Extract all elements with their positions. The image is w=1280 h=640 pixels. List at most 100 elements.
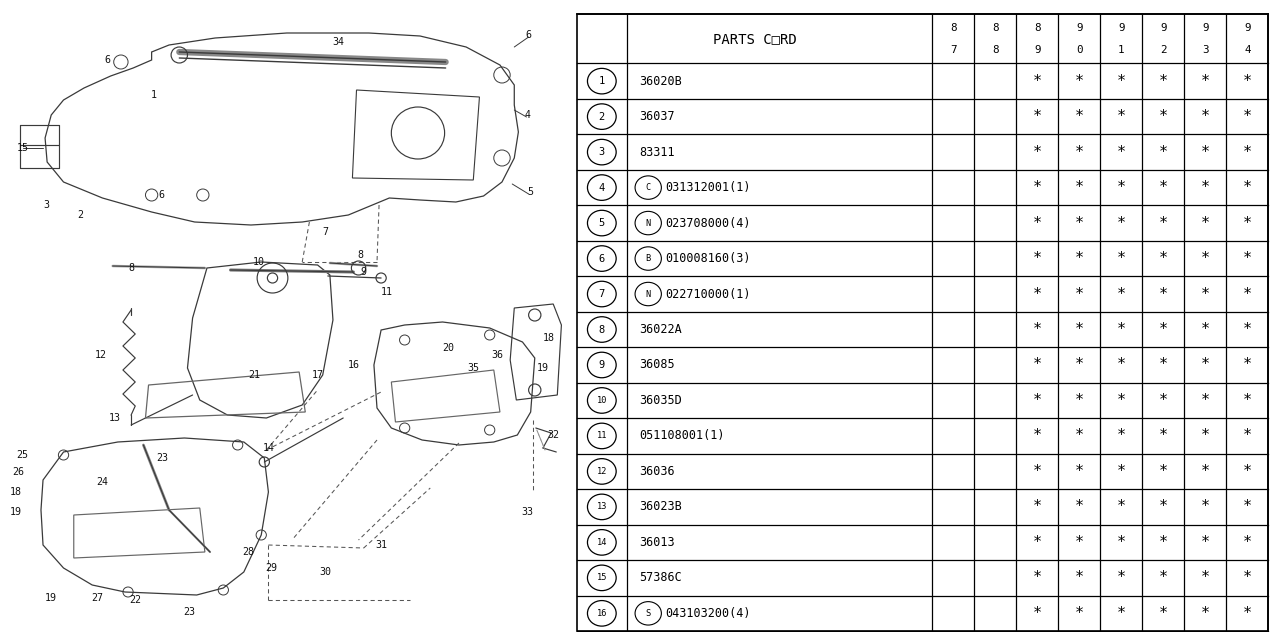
Text: *: * bbox=[1243, 74, 1252, 89]
Text: *: * bbox=[1116, 216, 1126, 230]
Text: 31: 31 bbox=[375, 540, 387, 550]
Text: *: * bbox=[1201, 606, 1210, 621]
Text: *: * bbox=[1033, 428, 1042, 444]
Text: 36035D: 36035D bbox=[639, 394, 682, 407]
Text: *: * bbox=[1075, 74, 1084, 89]
Text: *: * bbox=[1201, 499, 1210, 515]
Text: 7: 7 bbox=[323, 227, 329, 237]
Text: *: * bbox=[1201, 428, 1210, 444]
Text: *: * bbox=[1243, 428, 1252, 444]
Text: *: * bbox=[1075, 145, 1084, 159]
Text: *: * bbox=[1243, 358, 1252, 372]
Text: *: * bbox=[1075, 499, 1084, 515]
Text: 4: 4 bbox=[1244, 45, 1251, 55]
Text: 9: 9 bbox=[1076, 22, 1083, 33]
Text: *: * bbox=[1116, 74, 1126, 89]
Text: 9: 9 bbox=[1119, 22, 1125, 33]
Text: 26: 26 bbox=[13, 467, 24, 477]
Text: 20: 20 bbox=[443, 343, 454, 353]
Text: 36013: 36013 bbox=[639, 536, 675, 549]
Text: PARTS C□RD: PARTS C□RD bbox=[713, 32, 796, 45]
Text: 031312001(1): 031312001(1) bbox=[664, 181, 750, 194]
Text: *: * bbox=[1075, 464, 1084, 479]
Text: *: * bbox=[1033, 322, 1042, 337]
Text: *: * bbox=[1158, 499, 1167, 515]
Text: *: * bbox=[1158, 251, 1167, 266]
Text: 8: 8 bbox=[992, 45, 998, 55]
Text: *: * bbox=[1201, 74, 1210, 89]
Text: *: * bbox=[1033, 109, 1042, 124]
Text: C: C bbox=[645, 183, 650, 192]
Text: *: * bbox=[1116, 499, 1126, 515]
Text: 9: 9 bbox=[361, 267, 366, 277]
Text: *: * bbox=[1243, 570, 1252, 586]
Text: *: * bbox=[1158, 216, 1167, 230]
Text: *: * bbox=[1201, 216, 1210, 230]
Text: 29: 29 bbox=[265, 563, 278, 573]
Text: *: * bbox=[1033, 145, 1042, 159]
Text: 11: 11 bbox=[381, 287, 393, 297]
Text: *: * bbox=[1201, 358, 1210, 372]
Text: 36036: 36036 bbox=[639, 465, 675, 478]
Text: 32: 32 bbox=[548, 430, 559, 440]
Text: *: * bbox=[1158, 464, 1167, 479]
Text: 13: 13 bbox=[109, 413, 120, 423]
Text: *: * bbox=[1243, 499, 1252, 515]
Text: 1: 1 bbox=[151, 90, 156, 100]
Text: 2: 2 bbox=[77, 210, 83, 220]
Text: 8: 8 bbox=[992, 22, 998, 33]
Text: *: * bbox=[1033, 358, 1042, 372]
Text: 24: 24 bbox=[96, 477, 109, 487]
Text: *: * bbox=[1033, 251, 1042, 266]
Text: *: * bbox=[1033, 535, 1042, 550]
Text: *: * bbox=[1033, 570, 1042, 586]
Text: 15: 15 bbox=[596, 573, 607, 582]
Text: *: * bbox=[1201, 145, 1210, 159]
Text: *: * bbox=[1158, 145, 1167, 159]
Text: *: * bbox=[1075, 393, 1084, 408]
Text: *: * bbox=[1075, 570, 1084, 586]
Text: *: * bbox=[1201, 180, 1210, 195]
Text: *: * bbox=[1033, 464, 1042, 479]
Text: 023708000(4): 023708000(4) bbox=[664, 216, 750, 230]
Text: 19: 19 bbox=[45, 593, 58, 603]
Text: 6: 6 bbox=[526, 30, 531, 40]
Text: 010008160(3): 010008160(3) bbox=[664, 252, 750, 265]
Text: 5: 5 bbox=[527, 187, 534, 197]
Text: 3: 3 bbox=[599, 147, 605, 157]
Text: *: * bbox=[1116, 606, 1126, 621]
Text: 1: 1 bbox=[599, 76, 605, 86]
Text: 36037: 36037 bbox=[639, 110, 675, 123]
Text: *: * bbox=[1033, 287, 1042, 301]
Text: 8: 8 bbox=[128, 263, 134, 273]
Text: *: * bbox=[1201, 251, 1210, 266]
Text: *: * bbox=[1158, 606, 1167, 621]
Text: 16: 16 bbox=[347, 360, 360, 370]
Text: 10: 10 bbox=[596, 396, 607, 405]
Text: *: * bbox=[1158, 428, 1167, 444]
Text: 9: 9 bbox=[1160, 22, 1166, 33]
Text: *: * bbox=[1116, 535, 1126, 550]
Text: *: * bbox=[1116, 358, 1126, 372]
Text: 11: 11 bbox=[596, 431, 607, 440]
Text: 043103200(4): 043103200(4) bbox=[664, 607, 750, 620]
Text: 13: 13 bbox=[596, 502, 607, 511]
Text: *: * bbox=[1075, 606, 1084, 621]
Text: 28: 28 bbox=[242, 547, 253, 557]
Text: *: * bbox=[1201, 464, 1210, 479]
Text: 34: 34 bbox=[332, 37, 344, 47]
Text: *: * bbox=[1243, 393, 1252, 408]
Text: 12: 12 bbox=[596, 467, 607, 476]
Text: *: * bbox=[1116, 464, 1126, 479]
Text: *: * bbox=[1075, 428, 1084, 444]
Text: *: * bbox=[1116, 180, 1126, 195]
Text: 9: 9 bbox=[1034, 45, 1041, 55]
Text: *: * bbox=[1116, 322, 1126, 337]
Text: *: * bbox=[1201, 322, 1210, 337]
Text: 7: 7 bbox=[599, 289, 605, 299]
Text: *: * bbox=[1116, 145, 1126, 159]
Text: *: * bbox=[1116, 251, 1126, 266]
Text: N: N bbox=[645, 289, 650, 298]
Text: *: * bbox=[1158, 535, 1167, 550]
Text: 7: 7 bbox=[950, 45, 956, 55]
